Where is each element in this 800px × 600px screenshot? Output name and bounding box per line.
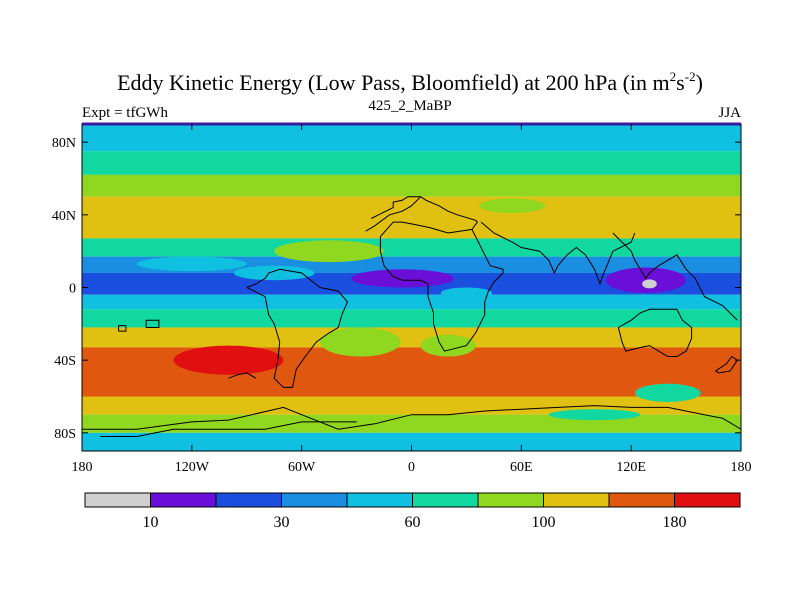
title-mid: s bbox=[676, 70, 685, 95]
contour-feature-5 bbox=[351, 269, 454, 288]
x-tick-label-6: 180 bbox=[731, 460, 752, 475]
colorbar: 10 30 60 100 180 bbox=[84, 492, 741, 531]
coastline-10 bbox=[82, 405, 741, 430]
coastline-3 bbox=[612, 232, 738, 321]
x-tick-label-2: 60W bbox=[288, 460, 316, 475]
contour-band-7 bbox=[82, 294, 741, 310]
contour-feature-3 bbox=[233, 265, 315, 281]
contour-feature-13 bbox=[634, 383, 701, 402]
contour-band-9 bbox=[82, 327, 741, 348]
contour-band-2 bbox=[82, 174, 741, 197]
plot-area bbox=[82, 124, 741, 451]
contour-feature-7 bbox=[642, 279, 657, 289]
x-tick-label-1: 120W bbox=[175, 460, 210, 475]
colorbar-swatch-7 bbox=[543, 492, 610, 508]
y-tick-label-2: 0 bbox=[69, 282, 76, 297]
coastline-4 bbox=[145, 319, 160, 328]
contour-feature-11 bbox=[420, 334, 476, 357]
colorbar-swatch-9 bbox=[674, 492, 741, 508]
chart-title: Eddy Kinetic Energy (Low Pass, Bloomfiel… bbox=[117, 69, 703, 95]
contour-feature-12 bbox=[548, 409, 641, 421]
colorbar-swatch-0 bbox=[84, 492, 151, 508]
contour-feature-1 bbox=[274, 240, 385, 263]
contour-band-8 bbox=[82, 309, 741, 328]
coastline-7 bbox=[228, 372, 257, 379]
subtitle-label: 425_2_MaBP bbox=[368, 98, 451, 114]
contour-feature-8 bbox=[440, 287, 493, 299]
title-superscript-2: -2 bbox=[685, 69, 696, 84]
coastline-0 bbox=[370, 196, 504, 352]
y-tick-label-0: 80N bbox=[52, 136, 76, 151]
y-tick-label-4: 80S bbox=[54, 427, 76, 442]
contour-band-13 bbox=[82, 432, 741, 451]
colorbar-swatch-2 bbox=[215, 492, 282, 508]
x-tick-label-0: 180 bbox=[72, 460, 93, 475]
contour-band-4 bbox=[82, 238, 741, 257]
colorbar-swatch-8 bbox=[608, 492, 675, 508]
x-tick-label-4: 60E bbox=[510, 460, 533, 475]
y-tick-label-3: 40S bbox=[54, 354, 76, 369]
title-end: ) bbox=[696, 70, 703, 95]
coastline-1 bbox=[365, 196, 422, 232]
coastline-5 bbox=[118, 325, 127, 332]
contour-feature-0 bbox=[120, 209, 209, 228]
colorbar-swatch-4 bbox=[346, 492, 413, 508]
coastline-6 bbox=[246, 268, 348, 388]
coastline-8 bbox=[617, 308, 693, 357]
coastline-2 bbox=[480, 221, 636, 286]
title-superscript-1: 2 bbox=[670, 69, 677, 84]
season-label: JJA bbox=[718, 105, 741, 121]
colorbar-swatch-1 bbox=[150, 492, 217, 508]
colorbar-label-2: 60 bbox=[405, 514, 421, 531]
experiment-label: Expt = tfGWh bbox=[82, 105, 168, 121]
contour-band-1 bbox=[82, 151, 741, 175]
contour-feature-2 bbox=[479, 198, 546, 214]
contour-feature-9 bbox=[173, 345, 284, 375]
y-tick-label-1: 40N bbox=[52, 209, 76, 224]
colorbar-label-0: 10 bbox=[143, 514, 159, 531]
axes: 180 120W 60W 0 60E 120E 180 80N 40N 0 40S 80S bbox=[52, 124, 752, 475]
colorbar-label-1: 30 bbox=[274, 514, 290, 531]
x-tick-label-3: 0 bbox=[408, 460, 415, 475]
colorbar-swatch-3 bbox=[281, 492, 348, 508]
contour-band-11 bbox=[82, 396, 741, 415]
contour-feature-10 bbox=[319, 327, 401, 357]
colorbar-label-3: 100 bbox=[532, 514, 556, 531]
colorbar-label-4: 180 bbox=[663, 514, 687, 531]
colorbar-swatch-5 bbox=[412, 492, 479, 508]
contour-feature-4 bbox=[136, 256, 247, 272]
title-main: Eddy Kinetic Energy (Low Pass, Bloomfiel… bbox=[117, 70, 670, 95]
x-tick-label-5: 120E bbox=[616, 460, 646, 475]
colorbar-swatch-6 bbox=[477, 492, 544, 508]
coastline-11 bbox=[100, 421, 357, 437]
